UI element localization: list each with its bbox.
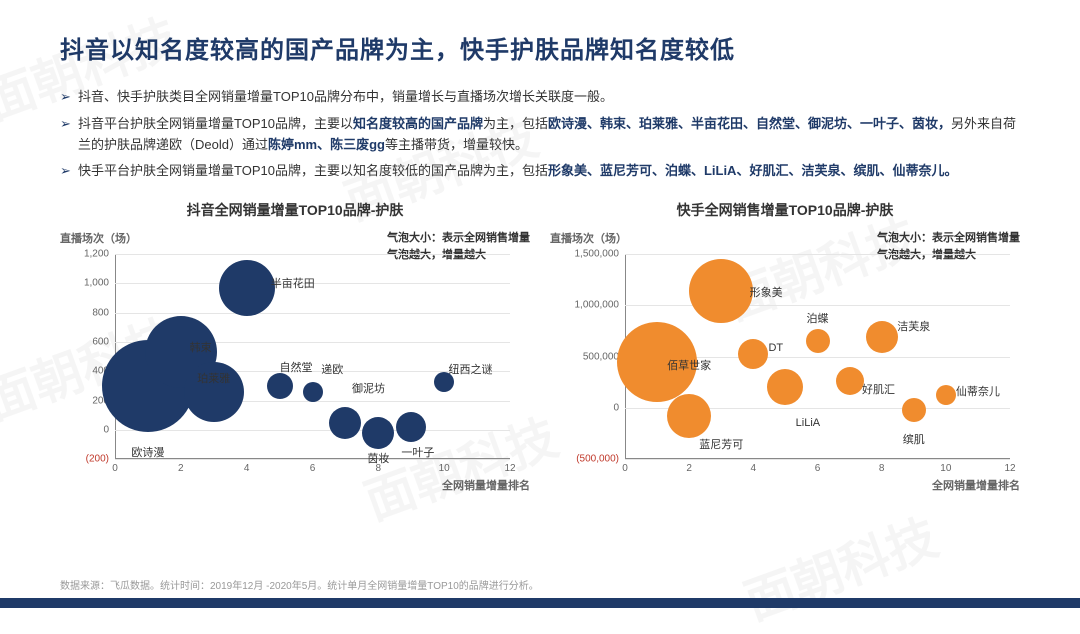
- footer: 数据来源：飞瓜数据。统计时间：2019年12月 -2020年5月。统计单月全网销…: [0, 571, 1080, 608]
- chart-kuaishou: 快手全网销售增量TOP10品牌-护肤 直播场次（场）气泡大小：表示全网销售增量气…: [550, 200, 1020, 490]
- bullet-list: 抖音、快手护肤类目全网销量增量TOP10品牌分布中，销量增长与直播场次增长关联度…: [60, 87, 1020, 182]
- bullet-1: 抖音、快手护肤类目全网销量增量TOP10品牌分布中，销量增长与直播场次增长关联度…: [60, 87, 1020, 108]
- source-text: 数据来源：飞瓜数据。统计时间：2019年12月 -2020年5月。统计单月全网销…: [0, 571, 1080, 598]
- bullet-2: 抖音平台护肤全网销量增量TOP10品牌，主要以知名度较高的国产品牌为主，包括欧诗…: [60, 114, 1020, 156]
- bullet-3: 快手平台护肤全网销量增量TOP10品牌，主要以知名度较低的国产品牌为主，包括形象…: [60, 161, 1020, 182]
- chart-douyin: 抖音全网销量增量TOP10品牌-护肤 直播场次（场）气泡大小：表示全网销售增量气…: [60, 200, 530, 490]
- footer-bar: [0, 598, 1080, 608]
- chart-title-right: 快手全网销售增量TOP10品牌-护肤: [550, 200, 1020, 220]
- chart-title-left: 抖音全网销量增量TOP10品牌-护肤: [60, 200, 530, 220]
- page-title: 抖音以知名度较高的国产品牌为主，快手护肤品牌知名度较低: [60, 30, 1020, 65]
- watermark: 面朝科技: [734, 498, 947, 634]
